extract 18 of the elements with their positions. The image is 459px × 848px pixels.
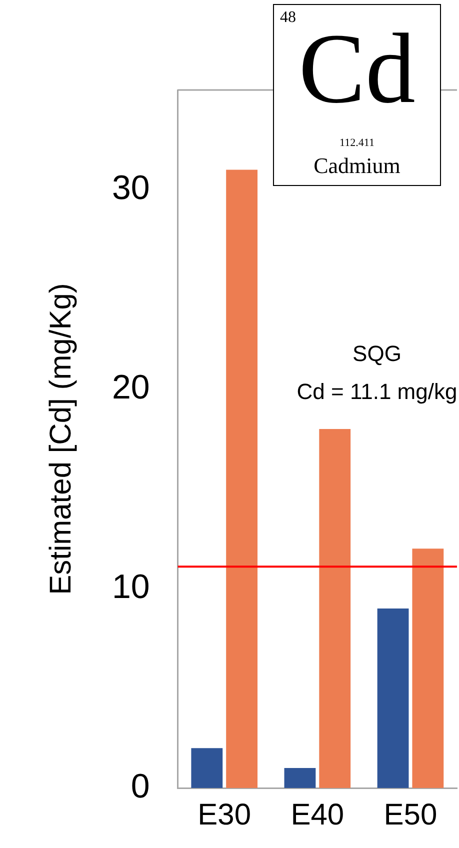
annotation: 112.411	[338, 137, 376, 149]
x-tick-label: E30	[198, 798, 252, 832]
y-axis-title: Estimated [Cd] (mg/Kg)	[44, 283, 78, 595]
bar	[226, 170, 258, 788]
bar	[377, 608, 409, 788]
y-tick-label: 10	[112, 568, 150, 606]
y-tick-label: 30	[112, 169, 150, 208]
bar	[412, 548, 444, 788]
x-tick-label: E50	[384, 798, 438, 832]
y-tick-label: 0	[130, 767, 150, 806]
y-tick-label: 20	[112, 368, 150, 407]
annotation: Cd	[298, 13, 416, 124]
annotation: SQG Cd = 11.1 mg/kg	[296, 341, 458, 404]
bar	[191, 748, 223, 788]
bar	[319, 429, 351, 788]
x-tick-label: E40	[290, 798, 344, 832]
annotation: Cadmium	[312, 153, 402, 179]
bar	[284, 768, 316, 788]
